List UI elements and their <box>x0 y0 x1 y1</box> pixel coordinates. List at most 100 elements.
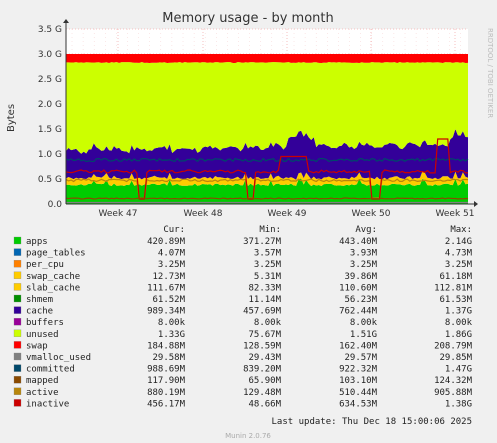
legend-value-cur: 4.07M <box>158 249 186 259</box>
area-slab-cache <box>66 171 468 186</box>
legend-label: page_tables <box>26 249 86 259</box>
legend-label: inactive <box>26 399 69 409</box>
axes: 0.0 0.5 G 1.0 G 1.5 G 2.0 G 2.5 G 3.0 G 3.5 G We… <box>38 19 478 219</box>
legend-value-avg: 922.32M <box>339 365 378 375</box>
legend-swatch <box>13 306 22 314</box>
x-tick-label: Week 50 <box>352 209 391 219</box>
legend-value-min: 75.67M <box>248 330 281 340</box>
legend-value-min: 128.59M <box>243 341 282 351</box>
legend-value-avg: 3.93M <box>350 249 378 259</box>
legend-value-min: 48.66M <box>248 399 281 409</box>
chart-title: Memory usage - by month <box>162 11 333 26</box>
legend-value-avg: 103.10M <box>339 376 378 386</box>
x-axis-arrow <box>474 201 478 207</box>
legend-label: per_cpu <box>26 260 64 270</box>
legend-value-max: 1.47G <box>445 365 472 375</box>
legend-value-min: 11.14M <box>248 295 281 305</box>
legend-value-cur: 3.25M <box>158 260 186 270</box>
legend-swatch <box>13 271 22 279</box>
legend-swatch <box>13 364 22 372</box>
y-axis-label: Bytes <box>6 104 17 132</box>
area-unused <box>66 62 468 154</box>
legend-swatch <box>13 294 22 303</box>
legend-value-max: 1.38G <box>445 399 472 409</box>
legend-value-max: 61.18M <box>439 272 472 282</box>
legend: Cur: Min: Avg: Max: apps 420.89M 371.27M 443.40… <box>13 225 473 409</box>
legend-label: swap_cache <box>26 272 80 282</box>
legend-swatch <box>13 341 22 349</box>
legend-value-avg: 110.60M <box>339 283 378 293</box>
legend-value-avg: 8.00k <box>350 318 378 328</box>
legend-value-min: 371.27M <box>243 237 282 247</box>
legend-swatch <box>13 352 22 361</box>
legend-value-avg: 634.53M <box>339 399 378 409</box>
legend-value-cur: 989.34M <box>147 307 186 317</box>
legend-label: buffers <box>26 318 64 328</box>
legend-label: mapped <box>26 376 59 386</box>
legend-value-avg: 443.40M <box>339 237 378 247</box>
legend-value-cur: 880.19M <box>147 388 186 398</box>
legend-value-cur: 988.69M <box>147 365 186 375</box>
series-lines <box>65 138 469 204</box>
legend-label: unused <box>26 330 59 340</box>
legend-value-min: 5.31M <box>254 272 282 282</box>
legend-label: slab_cache <box>26 283 80 293</box>
legend-label: swap <box>26 341 48 351</box>
legend-value-avg: 56.23M <box>344 295 377 305</box>
legend-value-max: 4.73M <box>445 249 473 259</box>
legend-value-cur: 111.67M <box>147 283 186 293</box>
legend-header-max: Max: <box>450 225 472 235</box>
x-tick-label: Week 49 <box>268 209 307 219</box>
legend-swatch <box>13 329 22 337</box>
legend-value-max: 8.00k <box>445 318 473 328</box>
munin-version: Munin 2.0.76 <box>225 432 271 440</box>
last-update: Last update: Thu Dec 18 15:00:06 2025 <box>272 417 472 427</box>
rrdtool-credit: RRDTOOL / TOBI OETIKER <box>486 28 494 118</box>
y-tick-label: 2.0 G <box>38 100 62 110</box>
line-active <box>65 178 469 199</box>
legend-header-cur: Cur: <box>163 225 185 235</box>
legend-value-avg: 162.40M <box>339 341 378 351</box>
legend-value-cur: 12.73M <box>152 272 185 282</box>
legend-value-min: 82.33M <box>248 283 281 293</box>
legend-value-min: 8.00k <box>254 318 282 328</box>
legend-value-avg: 510.44M <box>339 388 378 398</box>
legend-value-cur: 8.00k <box>158 318 186 328</box>
line-inactive <box>65 138 468 200</box>
legend-value-avg: 1.51G <box>350 330 377 340</box>
legend-swatch <box>13 283 22 291</box>
y-tick-label: 3.0 G <box>38 50 62 60</box>
legend-value-max: 61.53M <box>439 295 472 305</box>
legend-value-min: 3.57M <box>254 249 282 259</box>
legend-value-avg: 3.25M <box>350 260 378 270</box>
legend-swatch <box>13 236 22 245</box>
legend-swatch <box>13 260 22 268</box>
legend-swatch <box>13 248 22 256</box>
legend-label: committed <box>26 365 75 375</box>
legend-value-avg: 39.86M <box>344 272 377 282</box>
legend-value-cur: 420.89M <box>147 237 186 247</box>
legend-value-cur: 29.58M <box>152 353 185 363</box>
legend-value-cur: 184.88M <box>147 341 186 351</box>
legend-value-max: 1.37G <box>445 307 472 317</box>
y-tick-label: 1.0 G <box>38 150 62 160</box>
legend-label: shmem <box>26 295 53 305</box>
legend-value-min: 3.25M <box>254 260 282 270</box>
area-apps <box>66 178 468 204</box>
legend-value-max: 905.88M <box>434 388 473 398</box>
legend-value-min: 129.48M <box>243 388 282 398</box>
legend-value-max: 29.85M <box>439 353 472 363</box>
y-tick-label: 0.5 G <box>38 175 62 185</box>
legend-value-cur: 117.90M <box>147 376 186 386</box>
legend-value-avg: 29.57M <box>344 353 377 363</box>
legend-swatch <box>13 387 22 395</box>
legend-swatch <box>13 399 22 407</box>
legend-value-max: 1.86G <box>445 330 472 340</box>
legend-header-min: Min: <box>259 225 281 235</box>
area-cache <box>66 129 468 180</box>
y-axis-arrow <box>63 19 69 23</box>
legend-value-cur: 61.52M <box>152 295 185 305</box>
legend-label: active <box>26 388 59 398</box>
legend-value-max: 208.79M <box>434 341 473 351</box>
